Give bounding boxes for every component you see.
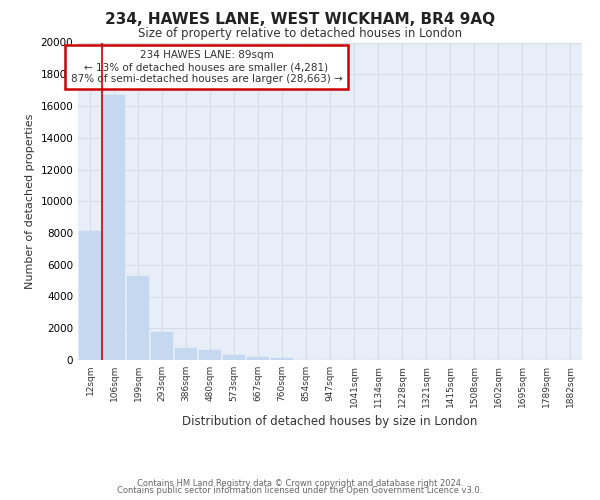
Bar	[103, 95, 125, 360]
Text: Contains HM Land Registry data © Crown copyright and database right 2024.: Contains HM Land Registry data © Crown c…	[137, 478, 463, 488]
Bar	[199, 350, 221, 360]
Text: Size of property relative to detached houses in London: Size of property relative to detached ho…	[138, 28, 462, 40]
Text: 234, HAWES LANE, WEST WICKHAM, BR4 9AQ: 234, HAWES LANE, WEST WICKHAM, BR4 9AQ	[105, 12, 495, 28]
Bar	[247, 357, 269, 360]
Bar	[151, 332, 173, 360]
Bar	[127, 276, 149, 360]
Bar	[79, 232, 101, 360]
X-axis label: Distribution of detached houses by size in London: Distribution of detached houses by size …	[182, 416, 478, 428]
Bar	[175, 348, 197, 360]
Y-axis label: Number of detached properties: Number of detached properties	[25, 114, 35, 289]
Bar	[223, 355, 245, 360]
Text: Contains public sector information licensed under the Open Government Licence v3: Contains public sector information licen…	[118, 486, 482, 495]
Text: 234 HAWES LANE: 89sqm
← 13% of detached houses are smaller (4,281)
87% of semi-d: 234 HAWES LANE: 89sqm ← 13% of detached …	[71, 50, 343, 84]
Bar	[271, 358, 293, 360]
